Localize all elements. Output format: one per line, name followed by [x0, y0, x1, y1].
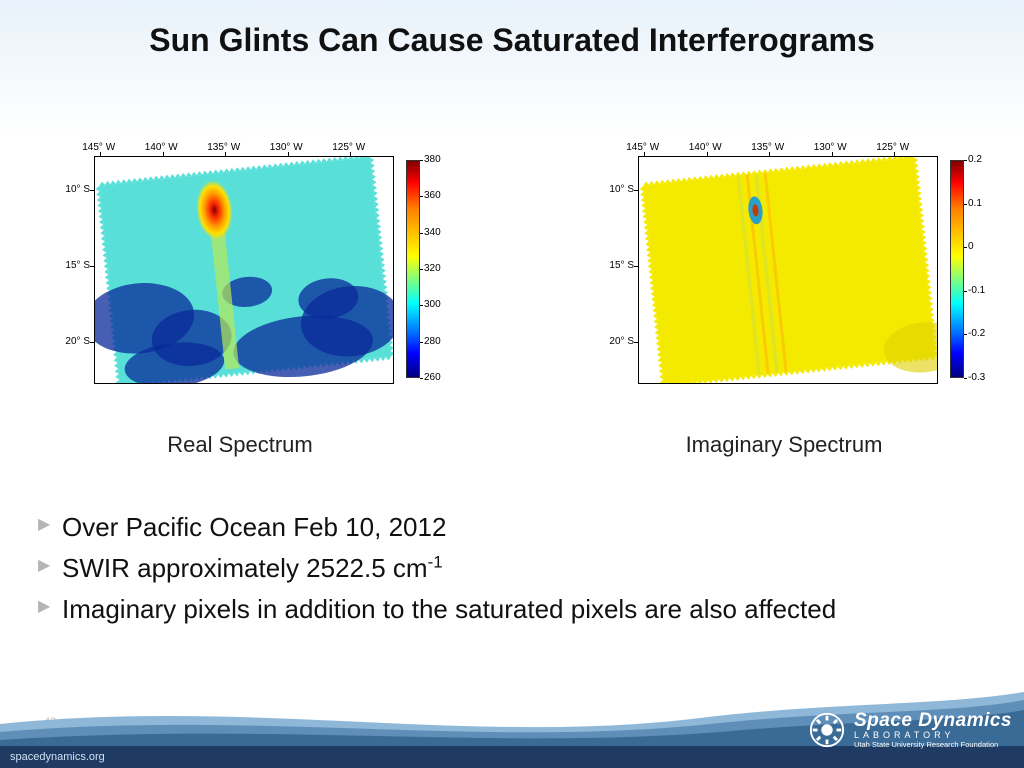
plot-frame	[94, 156, 394, 384]
colorbar-label: -0.2	[968, 328, 985, 339]
x-tick-label: 125° W	[876, 142, 909, 153]
x-tick-label: 145° W	[626, 142, 659, 153]
colorbar-label: -0.3	[968, 372, 985, 383]
chart-right-caption: Imaginary Spectrum	[686, 432, 883, 458]
colorbar-label: 380	[424, 154, 441, 165]
logo-line3: Utah State University Research Foundatio…	[854, 741, 1012, 749]
swath-map	[95, 157, 394, 384]
slide-title: Sun Glints Can Cause Saturated Interfero…	[0, 22, 1024, 59]
colorbar-label: 320	[424, 263, 441, 274]
footer: Space Dynamics LABORATORY Utah State Uni…	[0, 696, 1024, 768]
slide: Sun Glints Can Cause Saturated Interfero…	[0, 0, 1024, 768]
y-tick-label: 10° S	[65, 184, 90, 195]
bullet-item: Imaginary pixels in addition to the satu…	[38, 592, 984, 627]
colorbar-label: 280	[424, 336, 441, 347]
bullet-item: SWIR approximately 2522.5 cm-1	[38, 551, 984, 586]
chart-right: 145° W140° W135° W130° W125° W10° S15° S…	[584, 150, 984, 420]
logo-text: Space Dynamics LABORATORY Utah State Uni…	[854, 711, 1012, 749]
y-tick-label: 15° S	[65, 260, 90, 271]
colorbar-label: 0.1	[968, 198, 982, 209]
x-tick-label: 145° W	[82, 142, 115, 153]
gear-icon	[808, 711, 846, 749]
chart-left-caption: Real Spectrum	[167, 432, 313, 458]
colorbar	[406, 160, 420, 378]
charts-row: 145° W140° W135° W130° W125° W10° S15° S…	[40, 150, 984, 458]
x-tick-label: 135° W	[207, 142, 240, 153]
colorbar-label: 340	[424, 227, 441, 238]
plot-frame	[638, 156, 938, 384]
colorbar-label: 0.2	[968, 154, 982, 165]
x-tick-label: 135° W	[751, 142, 784, 153]
colorbar	[950, 160, 964, 378]
swath-map	[639, 157, 938, 384]
colorbar-label: 360	[424, 190, 441, 201]
x-tick-label: 130° W	[814, 142, 847, 153]
y-tick-label: 20° S	[609, 336, 634, 347]
x-tick-label: 130° W	[270, 142, 303, 153]
bullet-list: Over Pacific Ocean Feb 10, 2012 SWIR appr…	[38, 510, 984, 633]
x-tick-label: 140° W	[145, 142, 178, 153]
x-tick-label: 125° W	[332, 142, 365, 153]
footer-url: spacedynamics.org	[10, 751, 105, 763]
chart-left-wrap: 145° W140° W135° W130° W125° W10° S15° S…	[40, 150, 440, 458]
colorbar-label: -0.1	[968, 285, 985, 296]
x-tick-label: 140° W	[689, 142, 722, 153]
logo-line1: Space Dynamics	[854, 711, 1012, 730]
colorbar-label: 0	[968, 241, 974, 252]
colorbar-label: 260	[424, 372, 441, 383]
y-tick-label: 15° S	[609, 260, 634, 271]
y-tick-label: 10° S	[609, 184, 634, 195]
y-tick-label: 20° S	[65, 336, 90, 347]
chart-right-wrap: 145° W140° W135° W130° W125° W10° S15° S…	[584, 150, 984, 458]
footer-logo: Space Dynamics LABORATORY Utah State Uni…	[808, 702, 1012, 758]
bullet-item: Over Pacific Ocean Feb 10, 2012	[38, 510, 984, 545]
logo-line2: LABORATORY	[854, 731, 1012, 740]
colorbar-label: 300	[424, 299, 441, 310]
chart-left: 145° W140° W135° W130° W125° W10° S15° S…	[40, 150, 440, 420]
